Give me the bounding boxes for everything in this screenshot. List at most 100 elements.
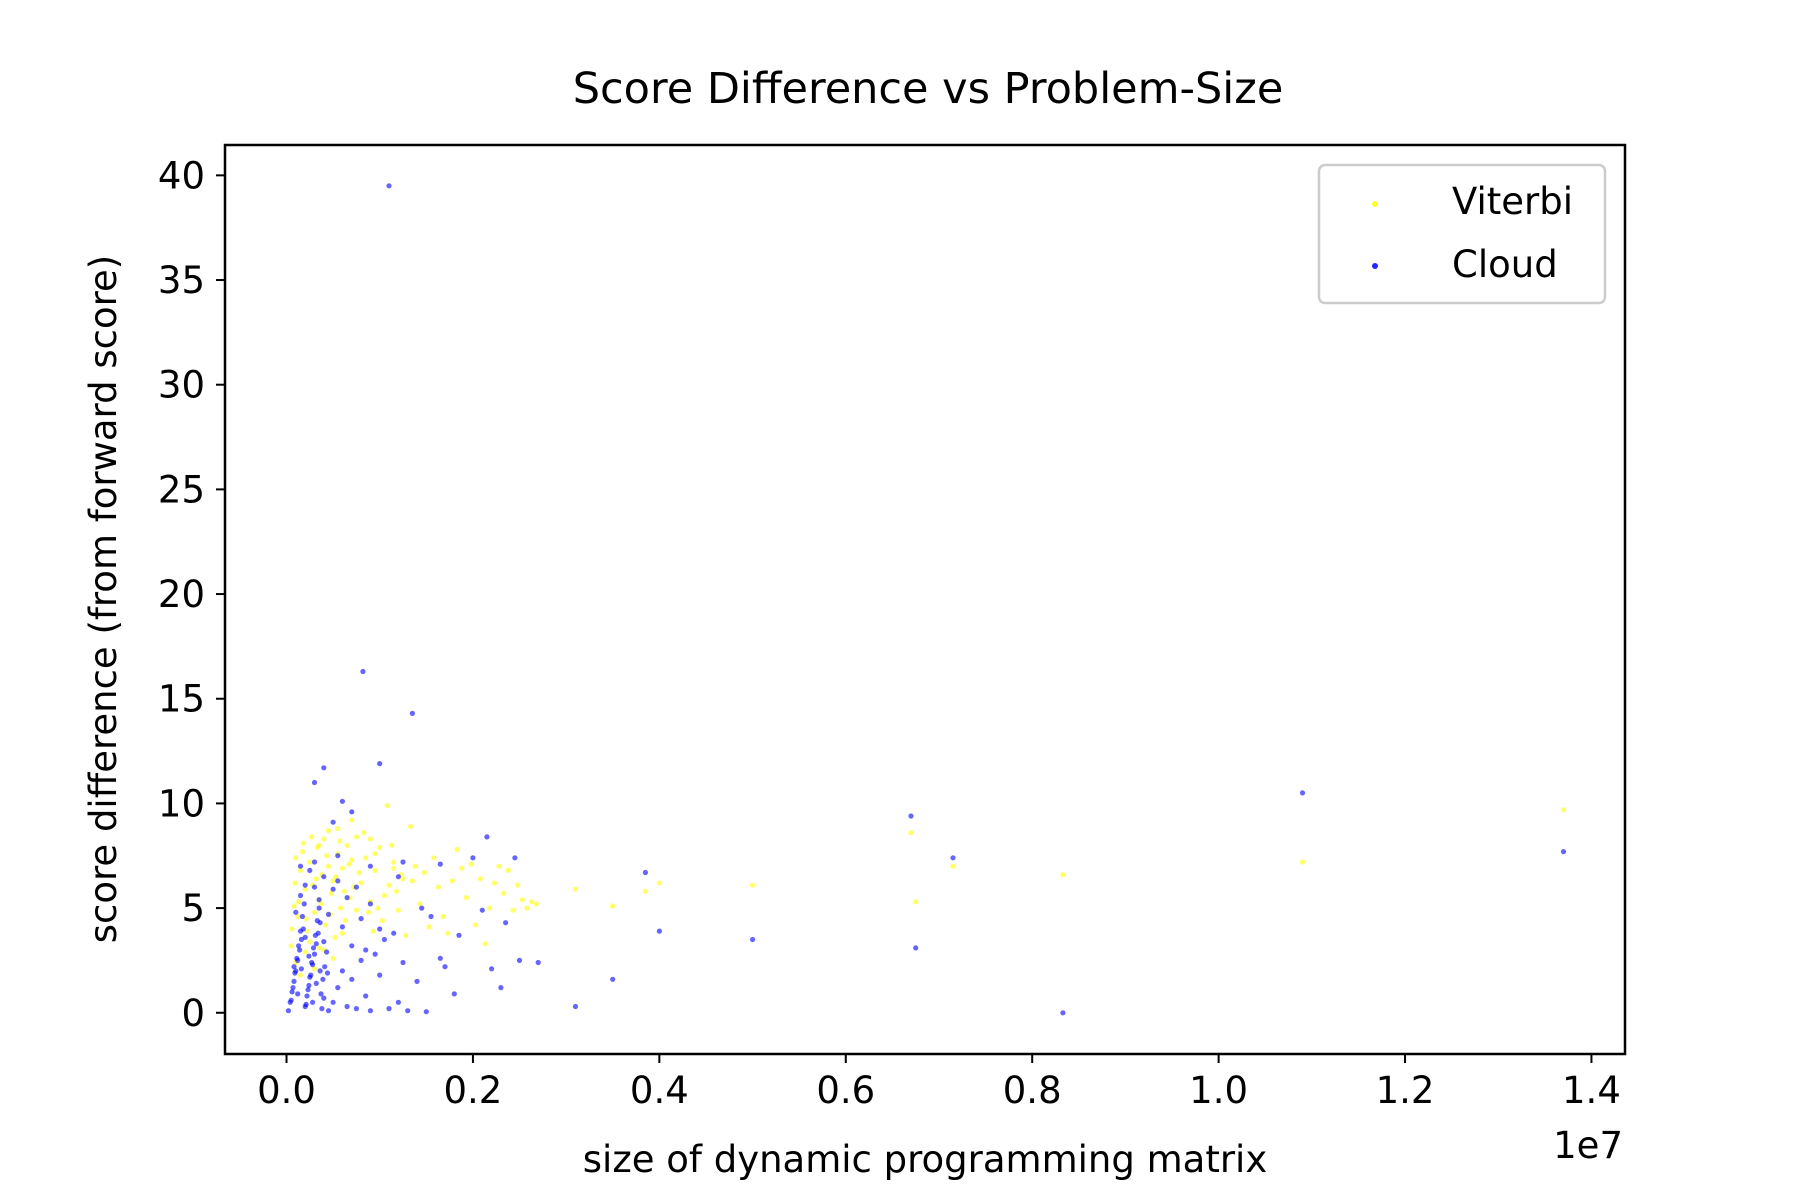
data-point-viterbi [459, 865, 465, 871]
legend-box [1317, 163, 1607, 305]
data-point-viterbi [377, 844, 383, 851]
data-point-cloud [367, 863, 373, 869]
data-point-cloud [512, 855, 518, 861]
x-tick-label: 0.4 [630, 1069, 689, 1112]
data-point-cloud [642, 869, 649, 876]
data-point-cloud [339, 924, 345, 930]
data-point-viterbi [1060, 872, 1066, 878]
data-point-cloud [297, 863, 304, 869]
legend-marker-cloud [1372, 263, 1378, 269]
y-axis-ticks: 0 5 10 15 20 25 30 35 40 [158, 154, 225, 1035]
data-point-viterbi [300, 840, 306, 846]
y-tick-label: 10 [158, 782, 205, 825]
data-point-viterbi [381, 892, 387, 899]
data-point-cloud [311, 951, 318, 957]
data-point-viterbi [393, 888, 400, 894]
data-point-cloud [377, 972, 383, 978]
data-point-viterbi [400, 876, 406, 882]
legend: Viterbi Cloud [1317, 163, 1607, 305]
data-point-cloud [908, 813, 914, 819]
data-point-cloud [400, 959, 406, 966]
data-point-cloud [437, 861, 443, 867]
data-point-cloud [1560, 849, 1567, 855]
data-point-cloud [377, 761, 383, 767]
data-point-cloud [656, 928, 663, 934]
data-point-viterbi [344, 842, 350, 848]
data-point-cloud [307, 867, 313, 874]
data-point-viterbi [338, 905, 344, 911]
data-point-cloud [296, 943, 302, 949]
data-point-cloud [400, 859, 406, 865]
data-point-viterbi [950, 863, 956, 869]
x-tick-label: 0.2 [444, 1069, 503, 1112]
data-point-viterbi [412, 863, 418, 869]
data-point-cloud [325, 1008, 332, 1014]
data-point-cloud [335, 853, 341, 859]
data-point-cloud [311, 779, 318, 786]
data-point-cloud [344, 895, 350, 901]
data-point-cloud [313, 941, 319, 947]
data-point-cloud [470, 855, 476, 861]
data-point-viterbi [337, 838, 343, 844]
data-point-viterbi [491, 880, 497, 886]
data-point-cloud [339, 968, 345, 974]
data-point-viterbi [395, 907, 401, 913]
data-point-cloud [358, 916, 364, 922]
data-point-viterbi [363, 855, 369, 861]
data-point-cloud [391, 930, 397, 936]
data-point-cloud [353, 884, 359, 890]
data-point-viterbi [311, 966, 318, 972]
data-point-viterbi [1560, 807, 1567, 813]
data-point-viterbi [335, 825, 341, 832]
data-point-cloud [479, 907, 485, 913]
data-point-viterbi [358, 880, 364, 886]
data-point-cloud [324, 949, 330, 955]
data-point-cloud [363, 947, 369, 953]
y-tick-label: 25 [158, 468, 205, 511]
data-point-viterbi [913, 899, 919, 905]
data-point-viterbi [292, 880, 298, 886]
x-axis-offset-label: 1e7 [1553, 1124, 1623, 1167]
data-point-viterbi [386, 882, 392, 888]
data-point-cloud [330, 886, 336, 892]
data-point-cloud [344, 1003, 350, 1010]
data-point-viterbi [342, 918, 348, 924]
data-point-cloud [358, 957, 364, 964]
data-point-viterbi [391, 865, 397, 871]
data-point-cloud [298, 966, 304, 972]
x-tick-label: 1.4 [1562, 1069, 1621, 1112]
plot-area-frame [223, 143, 1627, 1056]
y-tick-label: 35 [158, 259, 205, 302]
data-point-cloud [313, 980, 319, 987]
data-point-viterbi [318, 901, 324, 907]
data-point-viterbi [341, 888, 347, 894]
data-point-cloud [310, 999, 316, 1005]
data-point-cloud [360, 668, 366, 675]
data-point-cloud [349, 976, 355, 982]
data-point-viterbi [407, 823, 414, 830]
y-tick-label: 30 [158, 364, 205, 407]
data-point-cloud [950, 855, 956, 861]
data-point-cloud [290, 985, 296, 991]
x-axis-label: size of dynamic programming matrix [583, 1138, 1267, 1181]
data-point-cloud [750, 936, 756, 943]
data-point-viterbi [529, 899, 535, 905]
data-point-cloud [339, 798, 345, 804]
data-point-viterbi [372, 867, 378, 874]
data-point-cloud [299, 913, 305, 920]
data-point-cloud [349, 943, 355, 949]
data-point-viterbi [463, 895, 469, 901]
data-point-cloud [489, 966, 495, 972]
legend-marker-viterbi [1372, 201, 1378, 207]
data-point-viterbi [477, 876, 483, 882]
data-point-cloud [405, 1008, 411, 1014]
data-point-viterbi [295, 913, 301, 920]
data-point-cloud [423, 1009, 429, 1015]
data-point-viterbi [330, 955, 336, 961]
x-tick-label: 0.0 [257, 1069, 316, 1112]
data-point-viterbi [642, 888, 649, 894]
data-point-viterbi [346, 861, 352, 867]
data-point-viterbi [365, 909, 372, 915]
data-point-viterbi [316, 945, 322, 951]
